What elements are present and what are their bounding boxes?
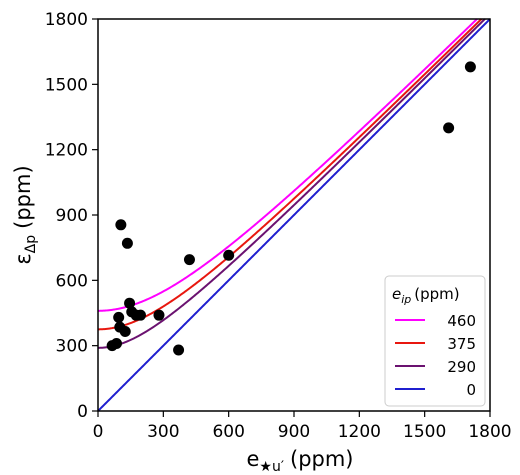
y-tick-label: 0 [77,402,88,422]
y-tick-label: 300 [56,337,88,357]
y-tick-label: 900 [56,206,88,226]
series-line-375 [98,18,483,331]
data-point [119,326,131,338]
data-point [113,311,125,323]
legend-items: 460 375 290 0 [395,312,476,399]
x-tick-label: 600 [212,422,244,442]
x-tick-label: 1200 [338,422,381,442]
y-axis-label: εΔp(ppm) [11,165,39,264]
data-points [106,61,476,356]
y-tick-label: 1500 [45,75,88,95]
legend-label-290: 290 [447,358,476,376]
data-point [115,219,127,231]
data-point [121,237,133,249]
data-point [443,122,455,134]
series-line-290 [98,18,486,349]
legend-label-375: 375 [447,335,476,353]
x-tick-label: 1500 [403,422,446,442]
x-tick-label: 300 [147,422,179,442]
data-point [223,249,235,261]
data-point [173,344,185,356]
series-line-460 [98,18,478,312]
y-tick-label: 600 [56,271,88,291]
x-axis-label: e★u′ (ppm) [246,447,353,475]
legend-title: eip (ppm) [392,285,460,306]
x-axis-ticks: 0 300 600 900 1200 1500 1800 [93,411,512,442]
data-point [153,309,165,321]
series-curves [97,18,491,412]
data-point [134,309,146,321]
legend: eip (ppm) 460 375 290 0 [384,275,486,407]
data-point [464,61,476,73]
legend-box [384,275,486,407]
legend-label-460: 460 [447,312,476,330]
y-tick-label: 1200 [45,141,88,161]
data-point [111,337,123,349]
y-tick-label: 1800 [45,10,88,30]
x-tick-label: 1800 [468,422,511,442]
x-tick-label: 0 [93,422,104,442]
data-point [183,254,195,266]
series-line-0 [97,18,491,412]
y-axis-ticks: 0 300 600 900 1200 1500 1800 [45,10,98,422]
data-point [124,297,136,309]
x-tick-label: 900 [278,422,310,442]
legend-label-0: 0 [466,381,476,399]
